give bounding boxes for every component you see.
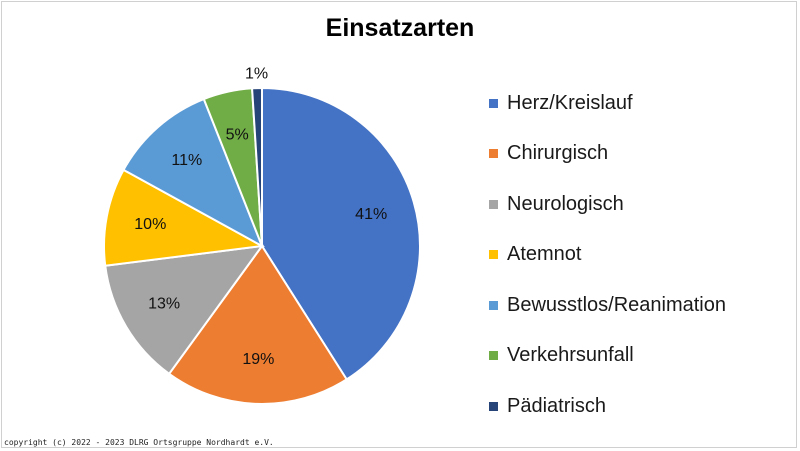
data-label-verkehrsunfall: 5% [226,127,249,144]
data-label-neurologisch: 13% [148,295,180,312]
legend-swatch [489,250,498,260]
pie-slice-padiatrisch [251,86,263,247]
chart-title: Einsatzarten [325,14,475,42]
legend-item-neurologisch: Neurologisch [489,179,726,230]
legend-label: Bewusstlos/Reanimation [507,293,726,316]
legend-item-herz-kreislauf: Herz/Kreislauf [489,78,726,129]
legend-label: Neurologisch [507,192,624,215]
pie-slice-neurologisch [104,244,265,376]
legend-swatch [489,300,498,310]
legend-swatch [489,199,498,209]
legend-label: Herz/Kreislauf [507,91,633,114]
legend-label: Verkehrsunfall [507,344,634,367]
chart-legend: Herz/Kreislauf Chirurgisch Neurologisch Ate… [489,78,726,432]
legend-label: Atemnot [507,243,582,266]
data-label-chirurgisch: 19% [242,351,274,368]
legend-label: Pädiatrisch [507,394,606,417]
legend-item-verkehrsunfall: Verkehrsunfall [489,331,726,382]
legend-item-chirurgisch: Chirurgisch [489,129,726,180]
legend-item-padiatrisch: Pädiatrisch [489,381,726,432]
data-label-atemnot: 10% [134,216,166,233]
legend-label: Chirurgisch [507,142,609,165]
legend-swatch [489,351,498,361]
data-label-padiatrisch: 1% [245,66,268,83]
pie-slice-atemnot [103,168,266,267]
legend-swatch [489,401,498,411]
pie-slice-chirurgisch [167,244,349,405]
legend-item-bewusstlos-reanimation: Bewusstlos/Reanimation [489,280,726,331]
legend-swatch [489,149,498,159]
legend-item-atemnot: Atemnot [489,230,726,281]
legend-swatch [489,98,498,108]
pie-slice-bewusstlos-reanimation [122,97,264,249]
copyright-notice: copyright (c) 2022 - 2023 DLRG Ortsgrupp… [4,438,274,447]
data-label-herz-kreislauf: 41% [355,206,387,223]
data-label-bewusstlos-reanimation: 11% [171,152,202,169]
